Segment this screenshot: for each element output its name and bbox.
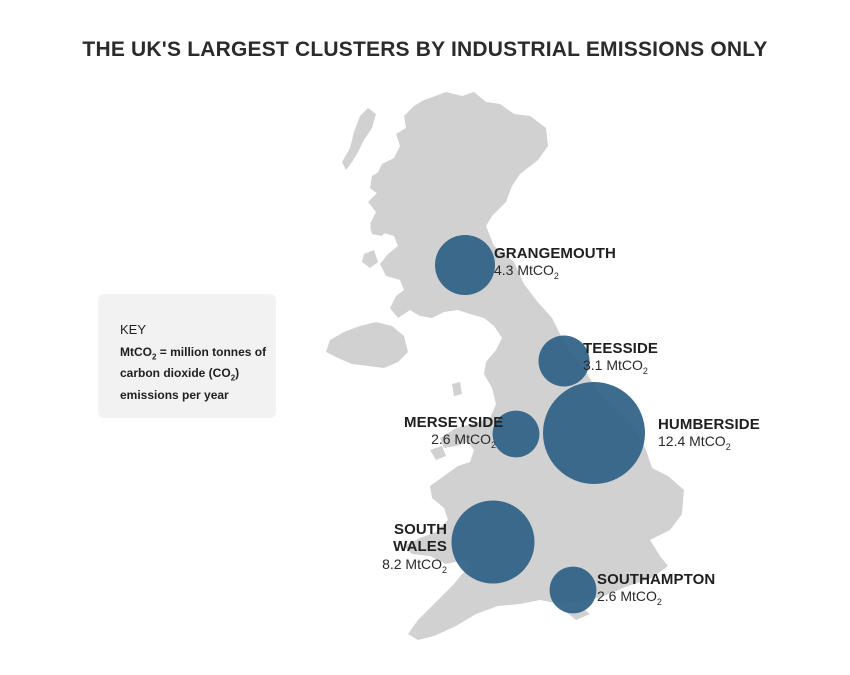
humberside-value-subscript: 2 xyxy=(725,442,731,453)
key-panel: KEY MtCO2 = million tonnes of carbon dio… xyxy=(98,294,276,418)
map-title: THE UK'S LARGEST CLUSTERS BY INDUSTRIAL … xyxy=(82,38,768,61)
grangemouth-label: GRANGEMOUTH 4.3 MtCO2 xyxy=(494,245,616,281)
key-definition-b: ) emissions per year xyxy=(120,366,240,402)
teesside-bubble xyxy=(538,335,590,387)
southampton-value: 2.6 MtCO2 xyxy=(597,588,662,608)
hebrides-landmass xyxy=(342,108,376,170)
anglesey-landmass xyxy=(430,446,446,460)
key-term: MtCO xyxy=(120,345,152,359)
merseyside-name: MERSEYSIDE xyxy=(404,414,504,431)
key-definition-a: = million tonnes of carbon dioxide (CO xyxy=(120,345,267,381)
teesside-name: TEESSIDE xyxy=(583,340,658,357)
humberside-label: HUMBERSIDE 12.4 MtCO2 xyxy=(658,416,760,452)
humberside-value: 12.4 MtCO2 xyxy=(658,433,731,453)
mull-landmass xyxy=(370,220,388,236)
merseyside-value: 2.6 MtCO2 xyxy=(431,431,496,451)
northern-ireland-landmass xyxy=(326,322,408,368)
teesside-label: TEESSIDE 3.1 MtCO2 xyxy=(583,340,658,376)
merseyside-bubble xyxy=(492,410,540,458)
grangemouth-value: 4.3 MtCO2 xyxy=(494,262,559,282)
merseyside-label: MERSEYSIDE 2.6 MtCO2 xyxy=(404,414,504,451)
teesside-value-subscript: 2 xyxy=(642,366,648,377)
humberside-bubble xyxy=(543,382,645,484)
skye-landmass xyxy=(370,170,390,194)
great-britain-landmass xyxy=(368,92,684,640)
south-wales-value-subscript: 2 xyxy=(441,564,447,575)
grangemouth-bubble xyxy=(435,235,495,295)
south-wales-bubble xyxy=(451,500,535,584)
southampton-name: SOUTHAMPTON xyxy=(597,571,716,588)
southampton-label: SOUTHAMPTON 2.6 MtCO2 xyxy=(597,571,715,607)
teesside-value: 3.1 MtCO2 xyxy=(583,357,648,377)
isle-of-man-landmass xyxy=(452,382,462,396)
key-definition: MtCO2 = million tonnes of carbon dioxide… xyxy=(120,344,270,404)
cluster-bubbles xyxy=(435,235,645,614)
merseyside-value-subscript: 2 xyxy=(490,440,496,451)
islay-landmass xyxy=(362,250,378,268)
key-heading: KEY xyxy=(120,322,147,337)
grangemouth-name: GRANGEMOUTH xyxy=(494,245,616,262)
land-masses xyxy=(326,92,684,640)
southampton-value-subscript: 2 xyxy=(656,597,662,608)
humberside-name: HUMBERSIDE xyxy=(658,416,760,433)
southampton-bubble xyxy=(549,566,597,614)
key-co2-subscript: 2 xyxy=(230,373,236,383)
grangemouth-value-subscript: 2 xyxy=(553,271,559,282)
south-wales-name: SOUTH WALES xyxy=(393,521,447,556)
key-term-subscript: 2 xyxy=(152,352,157,362)
south-wales-value: 8.2 MtCO2 xyxy=(382,555,447,575)
south-wales-label: SOUTH WALES 8.2 MtCO2 xyxy=(345,521,447,575)
